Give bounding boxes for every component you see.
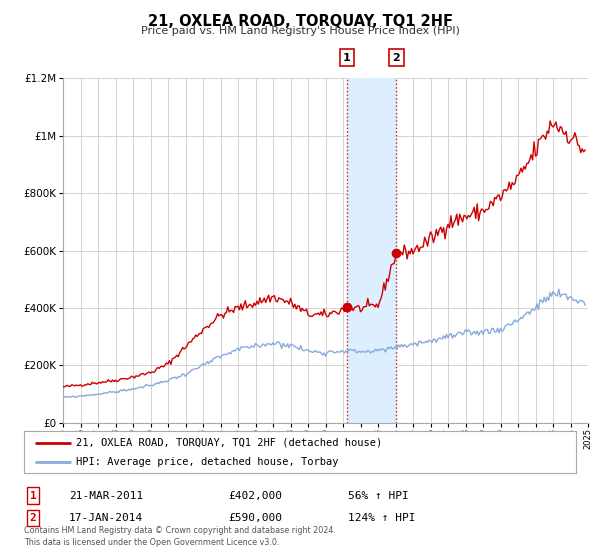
Text: Contains HM Land Registry data © Crown copyright and database right 2024.
This d: Contains HM Land Registry data © Crown c… (24, 526, 336, 547)
Bar (347, 78, 397, 423)
Text: 21-MAR-2011: 21-MAR-2011 (69, 491, 143, 501)
Text: HPI: Average price, detached house, Torbay: HPI: Average price, detached house, Torb… (76, 457, 339, 467)
Text: £402,000: £402,000 (228, 491, 282, 501)
Text: 2: 2 (29, 513, 37, 523)
Text: 21, OXLEA ROAD, TORQUAY, TQ1 2HF: 21, OXLEA ROAD, TORQUAY, TQ1 2HF (148, 14, 452, 29)
Text: 17-JAN-2014: 17-JAN-2014 (69, 513, 143, 523)
Text: 1: 1 (29, 491, 37, 501)
Text: 2: 2 (392, 53, 400, 63)
Text: £590,000: £590,000 (228, 513, 282, 523)
Text: 21, OXLEA ROAD, TORQUAY, TQ1 2HF (detached house): 21, OXLEA ROAD, TORQUAY, TQ1 2HF (detach… (76, 437, 383, 447)
Text: 124% ↑ HPI: 124% ↑ HPI (348, 513, 415, 523)
Text: 56% ↑ HPI: 56% ↑ HPI (348, 491, 409, 501)
Text: Price paid vs. HM Land Registry's House Price Index (HPI): Price paid vs. HM Land Registry's House … (140, 26, 460, 36)
Text: 1: 1 (343, 53, 351, 63)
